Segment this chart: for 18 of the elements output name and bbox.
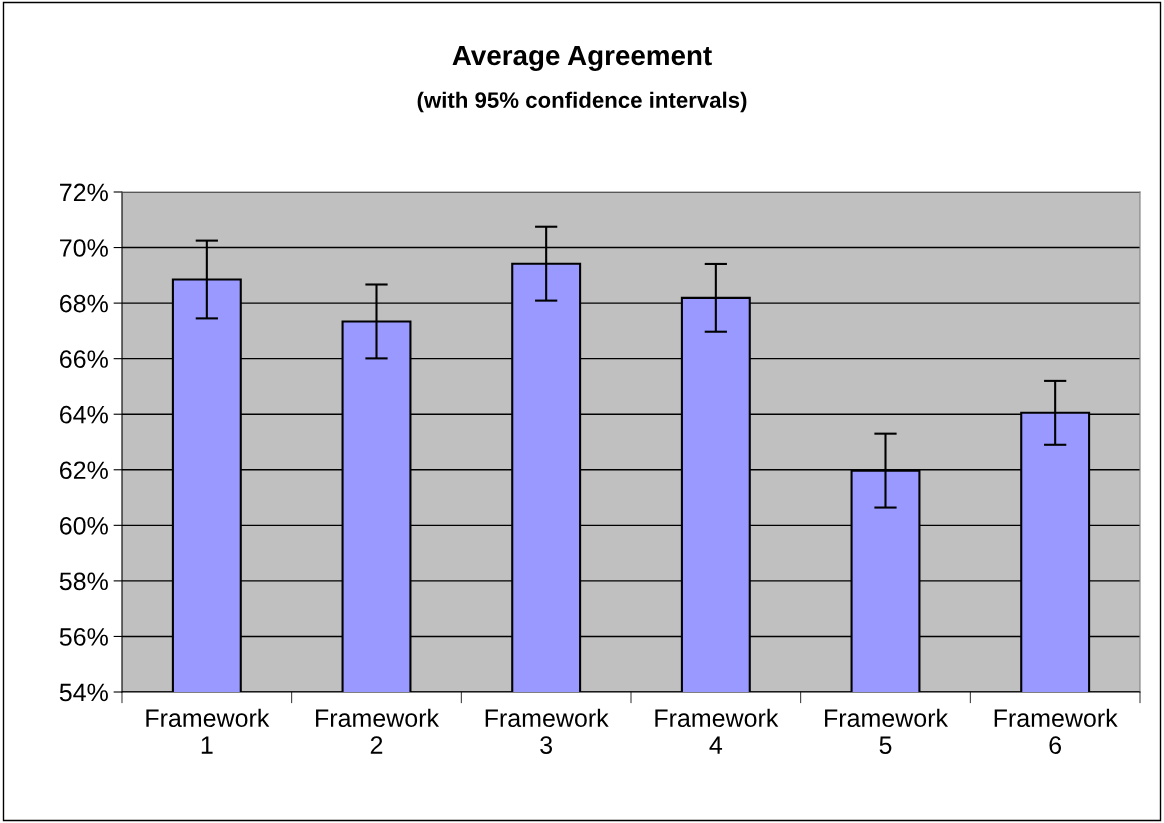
y-tick-label: 72% bbox=[60, 183, 108, 202]
x-tick-label: Framework 2 bbox=[316, 708, 440, 754]
y-tick-label: 54% bbox=[59, 683, 108, 702]
x-tick-label: Framework 3 bbox=[485, 708, 609, 754]
y-tick-label: 68% bbox=[60, 294, 108, 313]
x-tick-label: Framework 6 bbox=[994, 708, 1118, 754]
y-tick-label: 56% bbox=[59, 628, 108, 646]
chart-title: Average Agreement bbox=[452, 45, 712, 71]
y-tick-label: 60% bbox=[60, 516, 108, 535]
y-tick-label: 62% bbox=[60, 461, 108, 480]
y-tick-label: 70% bbox=[60, 239, 108, 257]
chart-subtitle: (with 95% confidence intervals) bbox=[417, 91, 747, 113]
x-tick-label: Framework 5 bbox=[825, 708, 949, 754]
y-tick-label: 58% bbox=[59, 572, 108, 591]
x-tick-label: Framework 1 bbox=[146, 708, 270, 754]
x-tick-label: Framework 4 bbox=[655, 708, 779, 754]
y-tick-label: 64% bbox=[60, 405, 108, 424]
y-tick-label: 66% bbox=[60, 350, 108, 368]
